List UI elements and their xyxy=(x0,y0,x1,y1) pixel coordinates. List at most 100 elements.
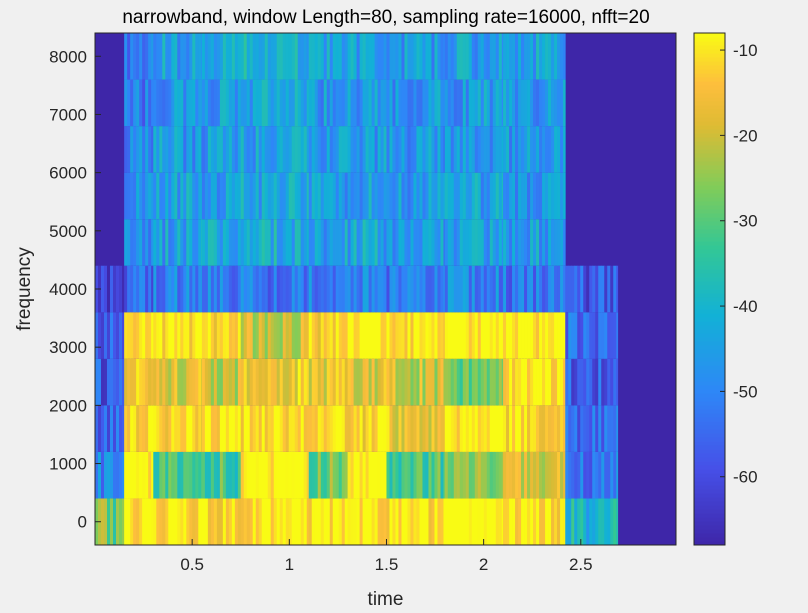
heatmap-cell xyxy=(362,219,367,266)
heatmap-cell xyxy=(323,498,328,545)
heatmap-cell xyxy=(142,358,146,406)
heatmap-cell xyxy=(450,451,455,499)
heatmap-cell xyxy=(210,265,215,313)
heatmap-cell xyxy=(249,33,254,80)
heatmap-cell xyxy=(533,33,537,80)
heatmap-cell xyxy=(486,172,491,220)
heatmap-cell xyxy=(468,126,473,173)
heatmap-cell xyxy=(428,312,432,359)
heatmap-cell xyxy=(273,358,278,406)
heatmap-cell xyxy=(353,312,358,359)
heatmap-cell xyxy=(353,498,358,545)
heatmap-cell xyxy=(443,405,446,452)
heatmap-cell xyxy=(527,312,531,359)
heatmap-cell xyxy=(228,358,233,406)
heatmap-cell xyxy=(539,219,543,266)
heatmap-cell xyxy=(101,358,105,406)
heatmap-cell xyxy=(565,358,569,406)
heatmap-cell xyxy=(219,265,224,313)
heatmap-cell xyxy=(431,451,435,499)
heatmap-cell xyxy=(359,126,364,173)
heatmap-cell xyxy=(127,498,131,545)
heatmap-cell xyxy=(548,79,552,127)
heatmap-cell xyxy=(533,498,537,545)
heatmap-cell xyxy=(462,172,467,220)
heatmap-cell xyxy=(264,79,269,127)
heatmap-cell xyxy=(201,358,203,406)
heatmap-cell xyxy=(428,219,432,266)
heatmap-cell xyxy=(401,498,405,545)
colorbar-swatch xyxy=(694,85,725,90)
heatmap-cell xyxy=(471,451,476,499)
heatmap-cell xyxy=(323,219,328,266)
heatmap-cell xyxy=(407,33,411,80)
heatmap-cell xyxy=(246,312,251,359)
heatmap-cell xyxy=(389,172,393,220)
heatmap-cell xyxy=(338,172,343,220)
heatmap-cell xyxy=(518,126,522,173)
heatmap-cell xyxy=(183,33,187,80)
heatmap-cell xyxy=(401,312,405,359)
heatmap-cell xyxy=(395,312,399,359)
heatmap-cell xyxy=(243,405,248,452)
heatmap-cell xyxy=(204,451,209,499)
heatmap-cell xyxy=(447,405,452,452)
heatmap-cell xyxy=(136,219,140,266)
heatmap-cell xyxy=(371,79,376,127)
heatmap-cell xyxy=(613,498,617,545)
heatmap-cell xyxy=(347,219,352,266)
heatmap-cell xyxy=(503,498,507,545)
heatmap-cell xyxy=(139,312,143,359)
heatmap-cell xyxy=(276,405,281,452)
heatmap-cell xyxy=(159,33,163,80)
heatmap-cell xyxy=(509,498,513,545)
heatmap-cell xyxy=(595,498,599,545)
heatmap-cell xyxy=(335,126,340,173)
colorbar-swatch xyxy=(694,45,725,50)
heatmap-cell xyxy=(471,219,476,266)
heatmap-cell xyxy=(503,219,507,266)
heatmap-cell xyxy=(495,219,500,266)
heatmap-cell xyxy=(574,265,578,313)
heatmap-cell xyxy=(159,451,163,499)
heatmap-cell xyxy=(291,451,296,499)
heatmap-cell xyxy=(462,79,467,127)
heatmap-cell xyxy=(386,79,390,127)
heatmap-cell xyxy=(607,312,611,359)
heatmap-cell xyxy=(462,219,467,266)
heatmap-cell xyxy=(216,172,221,220)
heatmap-cell xyxy=(171,219,175,266)
heatmap-cell xyxy=(395,219,399,266)
heatmap-cell xyxy=(156,265,160,313)
heatmap-cell xyxy=(344,126,349,173)
heatmap-cell xyxy=(195,79,199,127)
heatmap-cell xyxy=(222,451,227,499)
heatmap-cell xyxy=(101,312,105,359)
heatmap-cell xyxy=(201,33,203,80)
heatmap-cell xyxy=(383,498,387,545)
y-tick-label: 7000 xyxy=(49,105,87,124)
heatmap-cell xyxy=(198,33,202,80)
heatmap-cell xyxy=(428,33,432,80)
heatmap-cell xyxy=(434,79,438,127)
heatmap-cell xyxy=(533,312,537,359)
heatmap-cell xyxy=(308,265,313,313)
colorbar-swatch xyxy=(694,237,725,242)
colorbar-swatch xyxy=(694,297,725,302)
heatmap-cell xyxy=(554,219,558,266)
heatmap-cell xyxy=(231,312,236,359)
heatmap-cell xyxy=(252,79,257,127)
heatmap-cell xyxy=(201,79,203,127)
heatmap-cell xyxy=(362,405,367,452)
colorbar-swatch xyxy=(694,409,725,414)
heatmap-cell xyxy=(444,358,449,406)
heatmap-cell xyxy=(240,312,245,359)
heatmap-cell xyxy=(404,498,408,545)
heatmap-cell xyxy=(557,265,561,313)
heatmap-cell xyxy=(545,451,549,499)
heatmap-cell xyxy=(174,79,178,127)
heatmap-cell xyxy=(273,79,278,127)
heatmap-cell xyxy=(492,358,497,406)
heatmap-cell xyxy=(231,405,236,452)
heatmap-cell xyxy=(276,33,281,80)
